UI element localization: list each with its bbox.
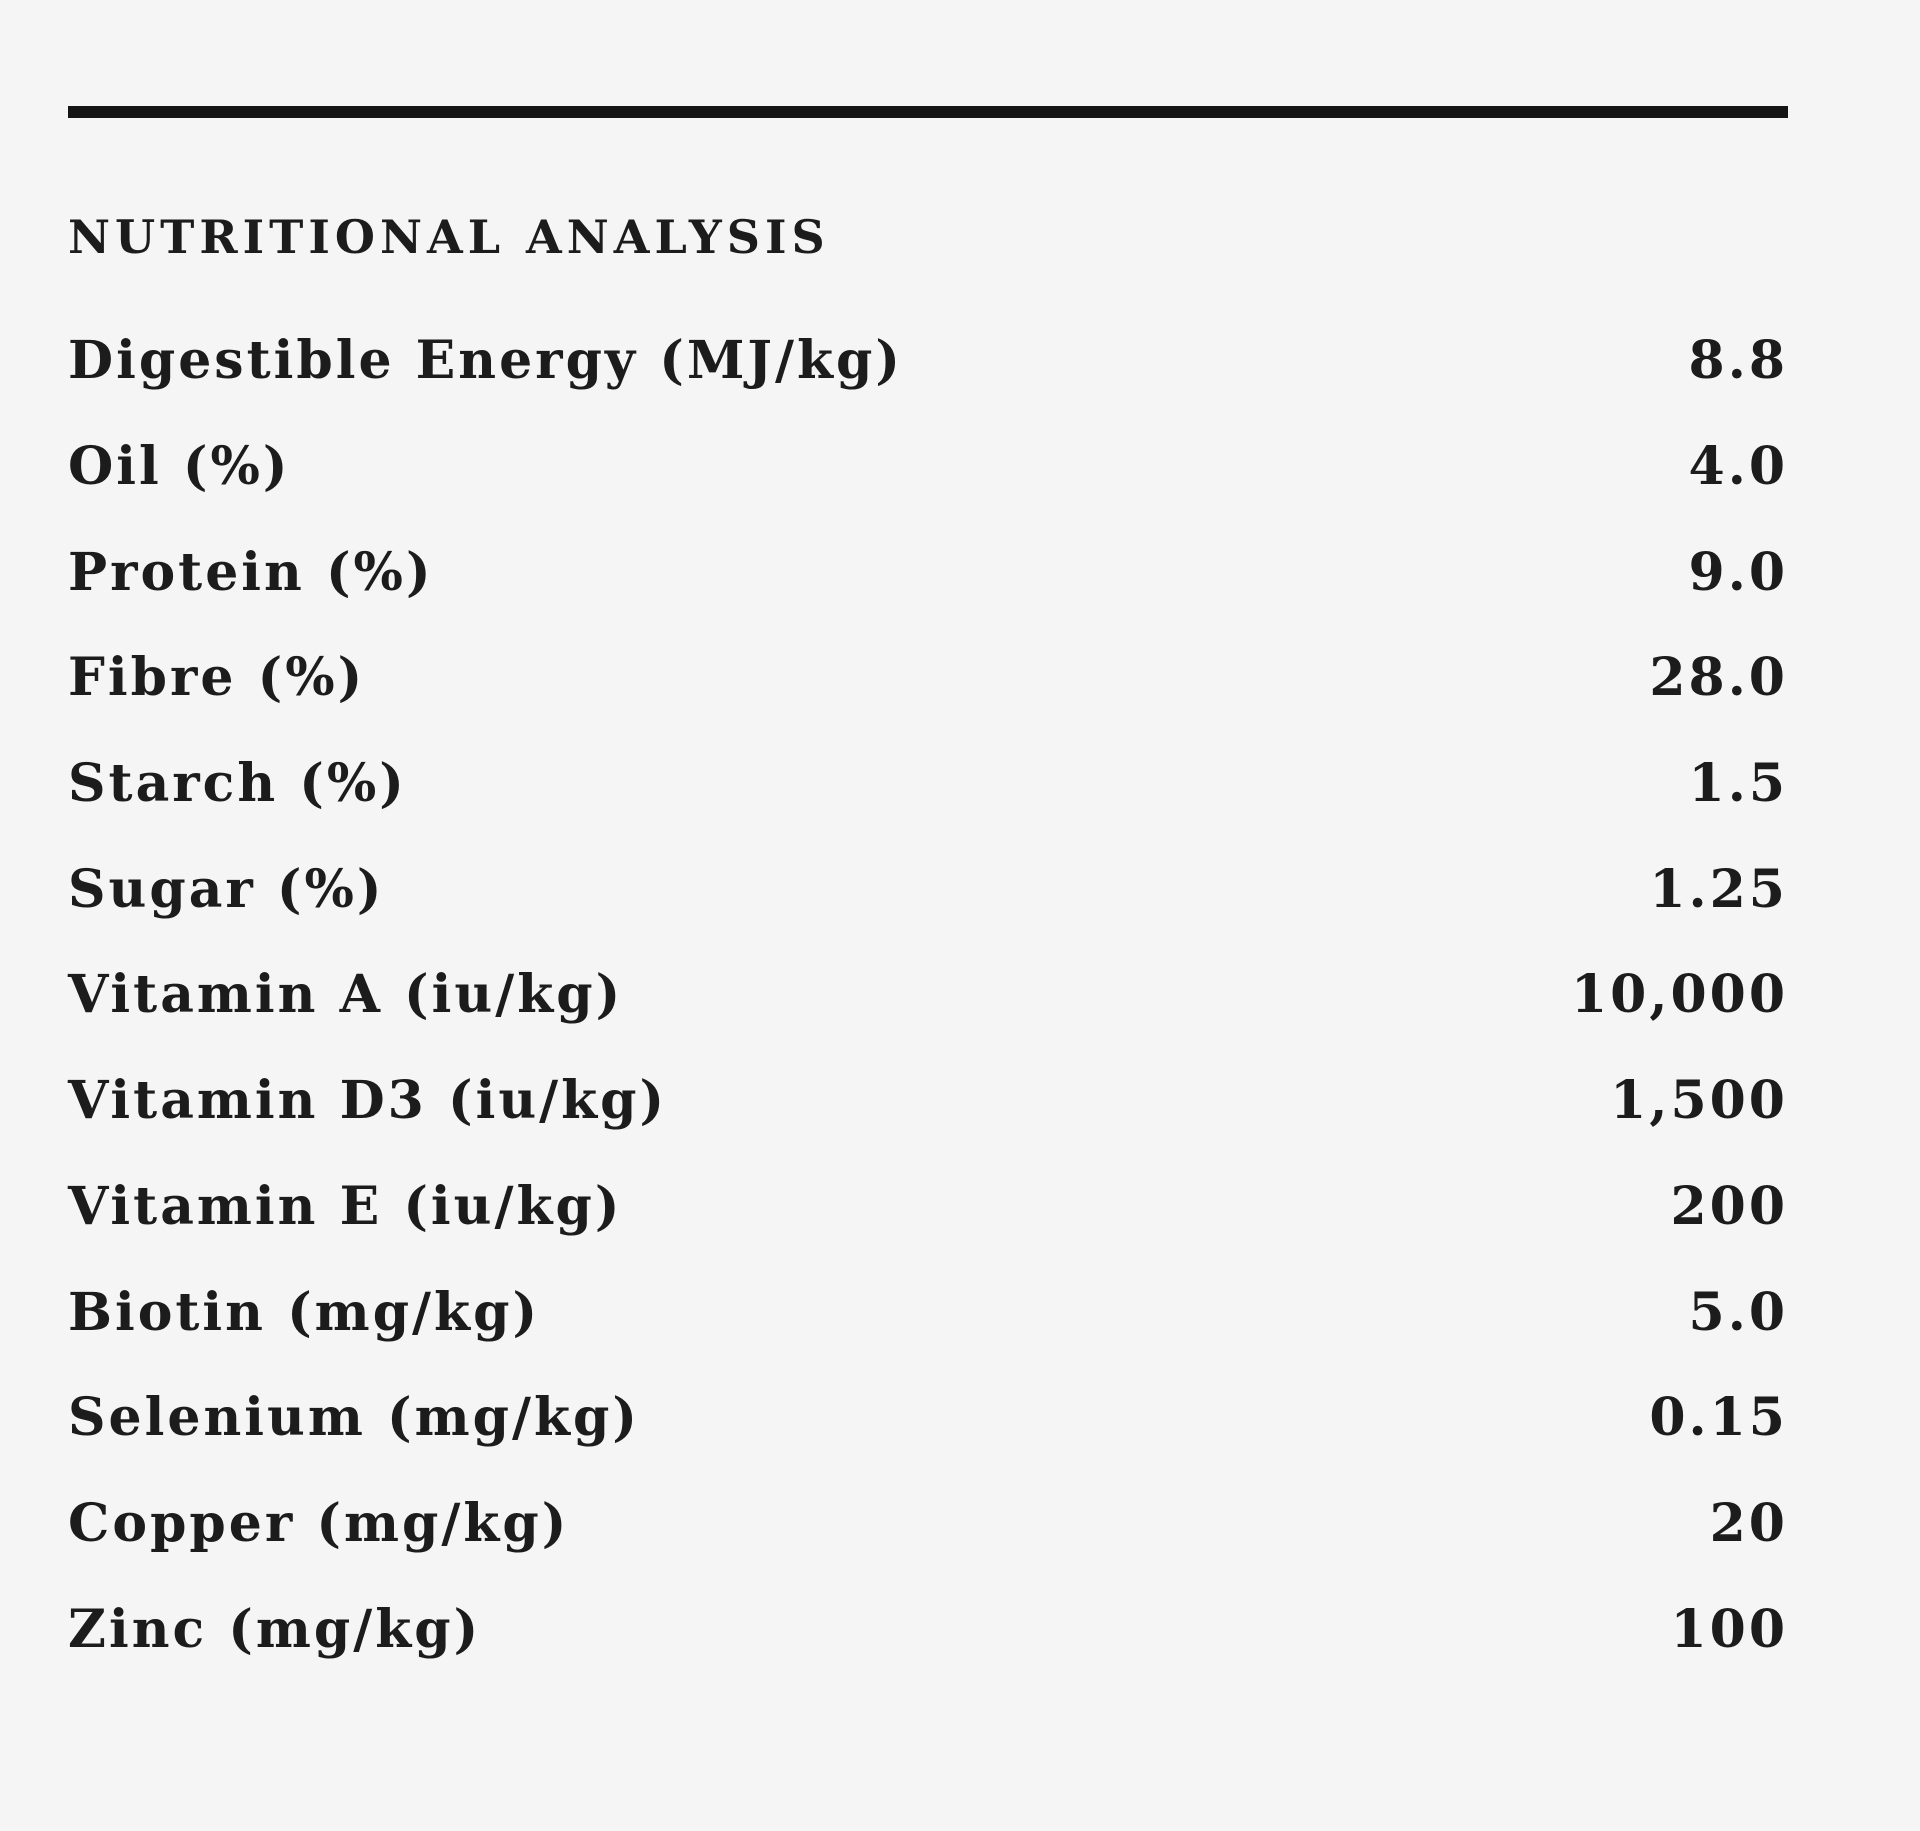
row-value: 1,500 <box>1610 1070 1788 1132</box>
nutrition-row-digestible-energy: Digestible Energy (MJ/kg) 8.8 <box>68 308 1788 414</box>
section-heading: NUTRITIONAL ANALYSIS <box>68 210 830 264</box>
row-value: 10,000 <box>1570 964 1788 1026</box>
row-value: 5.0 <box>1688 1281 1788 1343</box>
row-value: 9.0 <box>1688 541 1788 603</box>
row-value: 100 <box>1670 1598 1788 1660</box>
row-value: 0.15 <box>1649 1387 1788 1449</box>
row-label: Copper (mg/kg) <box>68 1492 570 1554</box>
row-label: Oil (%) <box>68 436 291 498</box>
row-value: 1.25 <box>1649 858 1788 920</box>
row-label: Biotin (mg/kg) <box>68 1281 541 1343</box>
row-value: 1.5 <box>1688 753 1788 815</box>
nutrition-row-zinc: Zinc (mg/kg) 100 <box>68 1576 1788 1682</box>
nutrition-row-starch: Starch (%) 1.5 <box>68 731 1788 837</box>
row-value: 200 <box>1670 1175 1788 1237</box>
nutrition-row-protein: Protein (%) 9.0 <box>68 519 1788 625</box>
row-label: Vitamin E (iu/kg) <box>68 1175 623 1237</box>
nutrition-row-oil: Oil (%) 4.0 <box>68 414 1788 520</box>
row-label: Zinc (mg/kg) <box>68 1598 482 1660</box>
nutrition-row-copper: Copper (mg/kg) 20 <box>68 1471 1788 1577</box>
row-value: 8.8 <box>1688 330 1788 392</box>
nutritional-analysis-panel: NUTRITIONAL ANALYSIS Digestible Energy (… <box>68 106 1788 1682</box>
nutrition-row-biotin: Biotin (mg/kg) 5.0 <box>68 1259 1788 1365</box>
nutrition-row-fibre: Fibre (%) 28.0 <box>68 625 1788 731</box>
row-label: Selenium (mg/kg) <box>68 1387 640 1449</box>
nutrition-row-vitamin-e: Vitamin E (iu/kg) 200 <box>68 1154 1788 1260</box>
row-label: Vitamin A (iu/kg) <box>68 964 624 1026</box>
nutrition-row-sugar: Sugar (%) 1.25 <box>68 836 1788 942</box>
row-value: 20 <box>1709 1492 1788 1554</box>
row-value: 4.0 <box>1688 436 1788 498</box>
row-label: Digestible Energy (MJ/kg) <box>68 330 903 392</box>
nutrition-row-vitamin-d3: Vitamin D3 (iu/kg) 1,500 <box>68 1048 1788 1154</box>
row-value: 28.0 <box>1649 647 1788 709</box>
nutrition-row-vitamin-a: Vitamin A (iu/kg) 10,000 <box>68 942 1788 1048</box>
row-label: Fibre (%) <box>68 647 366 709</box>
row-label: Starch (%) <box>68 753 407 815</box>
section-divider <box>68 106 1788 118</box>
row-label: Protein (%) <box>68 541 434 603</box>
nutrition-row-selenium: Selenium (mg/kg) 0.15 <box>68 1365 1788 1471</box>
row-label: Vitamin D3 (iu/kg) <box>68 1070 668 1132</box>
nutrition-table: Digestible Energy (MJ/kg) 8.8 Oil (%) 4.… <box>68 308 1788 1682</box>
row-label: Sugar (%) <box>68 858 385 920</box>
